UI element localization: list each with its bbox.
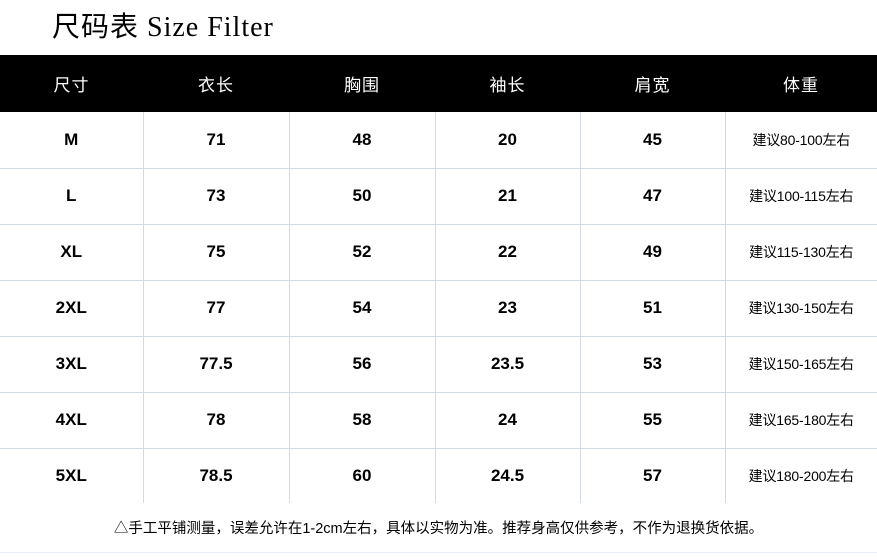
cell-shoulder: 47 [580,168,726,225]
cell-size: 2XL [0,280,144,337]
cell-shoulder: 53 [580,336,726,393]
table-row: 5XL 78.5 60 24.5 57 建议180-200左右 [0,448,877,505]
table-row: 3XL 77.5 56 23.5 53 建议150-165左右 [0,336,877,393]
cell-length: 78 [143,392,290,449]
cell-size: L [0,168,144,225]
cell-size: M [0,112,144,169]
table-row: XL 75 52 22 49 建议115-130左右 [0,224,877,281]
title-bar: 尺码表 Size Filter [0,0,877,55]
cell-length: 75 [143,224,290,281]
cell-length: 77.5 [143,336,290,393]
cell-bust: 54 [289,280,436,337]
cell-weight: 建议115-130左右 [725,224,877,281]
cell-size: 5XL [0,448,144,505]
cell-sleeve: 23 [435,280,581,337]
cell-bust: 60 [289,448,436,505]
cell-shoulder: 57 [580,448,726,505]
cell-bust: 50 [289,168,436,225]
table-row: L 73 50 21 47 建议100-115左右 [0,168,877,225]
cell-bust: 56 [289,336,436,393]
cell-shoulder: 49 [580,224,726,281]
cell-length: 71 [143,112,290,169]
cell-sleeve: 20 [435,112,581,169]
measurement-disclaimer: △手工平铺测量，误差允许在1-2cm左右，具体以实物为准。推荐身高仅供参考，不作… [113,521,764,537]
footer-note: △手工平铺测量，误差允许在1-2cm左右，具体以实物为准。推荐身高仅供参考，不作… [0,503,877,553]
cell-shoulder: 45 [580,112,726,169]
table-row: M 71 48 20 45 建议80-100左右 [0,112,877,169]
column-header-shoulder: 肩宽 [580,55,725,112]
cell-size: 3XL [0,336,144,393]
cell-length: 73 [143,168,290,225]
cell-sleeve: 24.5 [435,448,581,505]
table-header: 尺寸 衣长 胸围 袖长 肩宽 体重 [0,55,877,112]
cell-shoulder: 51 [580,280,726,337]
page-title: 尺码表 Size Filter [52,12,274,43]
cell-bust: 48 [289,112,436,169]
cell-length: 77 [143,280,290,337]
table-row: 4XL 78 58 24 55 建议165-180左右 [0,392,877,449]
column-header-length: 衣长 [143,55,289,112]
cell-shoulder: 55 [580,392,726,449]
cell-sleeve: 24 [435,392,581,449]
cell-weight: 建议130-150左右 [725,280,877,337]
cell-sleeve: 23.5 [435,336,581,393]
column-header-size: 尺寸 [0,55,143,112]
column-header-sleeve: 袖长 [435,55,580,112]
column-header-bust: 胸围 [289,55,435,112]
table-body: M 71 48 20 45 建议80-100左右 L 73 50 21 47 建… [0,112,877,505]
cell-weight: 建议180-200左右 [725,448,877,505]
size-chart-table: 尺寸 衣长 胸围 袖长 肩宽 体重 M 71 48 20 45 建议80-100… [0,55,877,505]
cell-length: 78.5 [143,448,290,505]
cell-bust: 52 [289,224,436,281]
cell-size: XL [0,224,144,281]
cell-weight: 建议165-180左右 [725,392,877,449]
table-row: 2XL 77 54 23 51 建议130-150左右 [0,280,877,337]
cell-bust: 58 [289,392,436,449]
cell-weight: 建议80-100左右 [725,112,877,169]
cell-weight: 建议100-115左右 [725,168,877,225]
cell-sleeve: 22 [435,224,581,281]
column-header-weight: 体重 [725,55,877,112]
cell-size: 4XL [0,392,144,449]
header-row: 尺寸 衣长 胸围 袖长 肩宽 体重 [0,55,877,112]
cell-weight: 建议150-165左右 [725,336,877,393]
cell-sleeve: 21 [435,168,581,225]
